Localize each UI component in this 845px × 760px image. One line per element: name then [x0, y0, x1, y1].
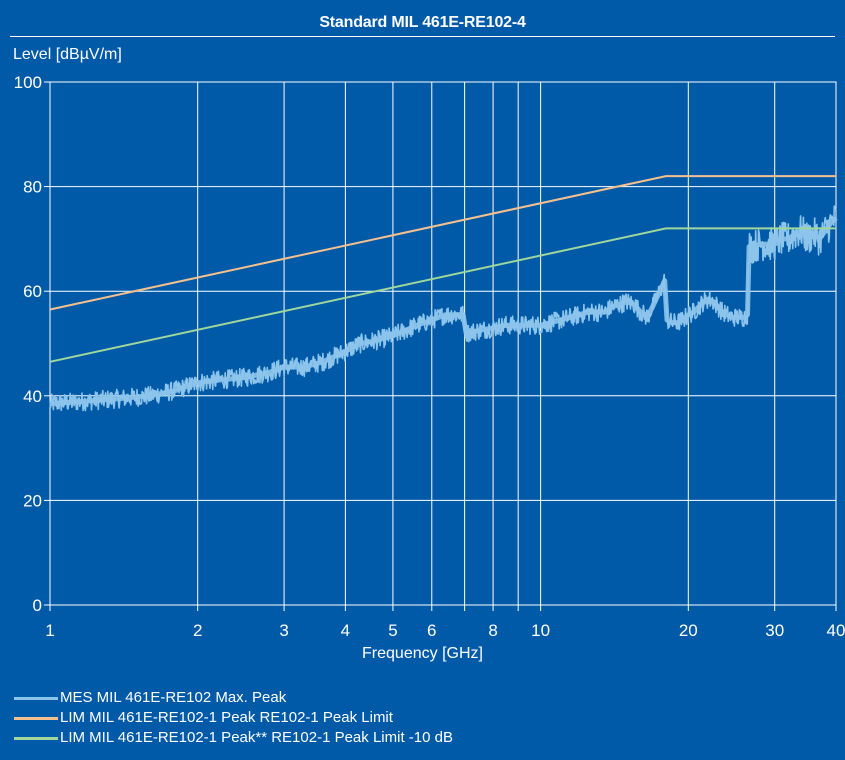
x-tick-label: 5 — [388, 621, 397, 640]
y-tick-label: 40 — [23, 387, 42, 406]
title-divider — [10, 36, 835, 37]
y-tick-label: 0 — [33, 596, 42, 615]
legend-swatch-peak-limit-minus10 — [14, 737, 58, 740]
legend-swatch-measurement — [14, 697, 58, 700]
legend-swatch-peak-limit — [14, 717, 58, 720]
x-tick-label: 20 — [679, 621, 698, 640]
y-tick-label: 20 — [23, 491, 42, 510]
legend-label-peak-limit: LIM MIL 461E-RE102-1 Peak RE102-1 Peak L… — [60, 709, 393, 726]
x-tick-label: 4 — [341, 621, 350, 640]
y-tick-label: 100 — [14, 73, 42, 92]
x-axis-label: Frequency [GHz] — [362, 645, 483, 662]
y-tick-label: 60 — [23, 282, 42, 301]
x-tick-label: 1 — [45, 621, 54, 640]
series-line-peak-limit-minus10 — [49, 227, 836, 363]
legend-label-measurement: MES MIL 461E-RE102 Max. Peak — [60, 689, 287, 706]
y-tick-labels: 0 20 40 60 80 100 — [14, 73, 42, 615]
axes — [44, 81, 837, 611]
plot-frame — [49, 81, 837, 606]
x-tick-label: 3 — [279, 621, 288, 640]
series-line-peak-limit — [49, 175, 836, 311]
y-tick-label: 80 — [23, 178, 42, 197]
x-tick-label: 10 — [531, 621, 550, 640]
series-line-measurement-core — [49, 216, 838, 407]
x-tick-labels: 1 2 3 4 5 6 8 10 20 30 40 — [45, 621, 845, 640]
y-axis-label: Level [dBµV/m] — [13, 46, 122, 63]
x-tick-label: 8 — [488, 621, 497, 640]
grid-lines — [50, 82, 836, 605]
x-tick-label: 40 — [827, 621, 845, 640]
chart-title: Standard MIL 461E-RE102-4 — [319, 14, 526, 31]
x-tick-label: 2 — [193, 621, 202, 640]
x-tick-label: 30 — [765, 621, 784, 640]
legend-label-peak-limit-minus10: LIM MIL 461E-RE102-1 Peak** RE102-1 Peak… — [60, 729, 453, 746]
series-group — [49, 175, 838, 412]
x-tick-label: 6 — [427, 621, 436, 640]
